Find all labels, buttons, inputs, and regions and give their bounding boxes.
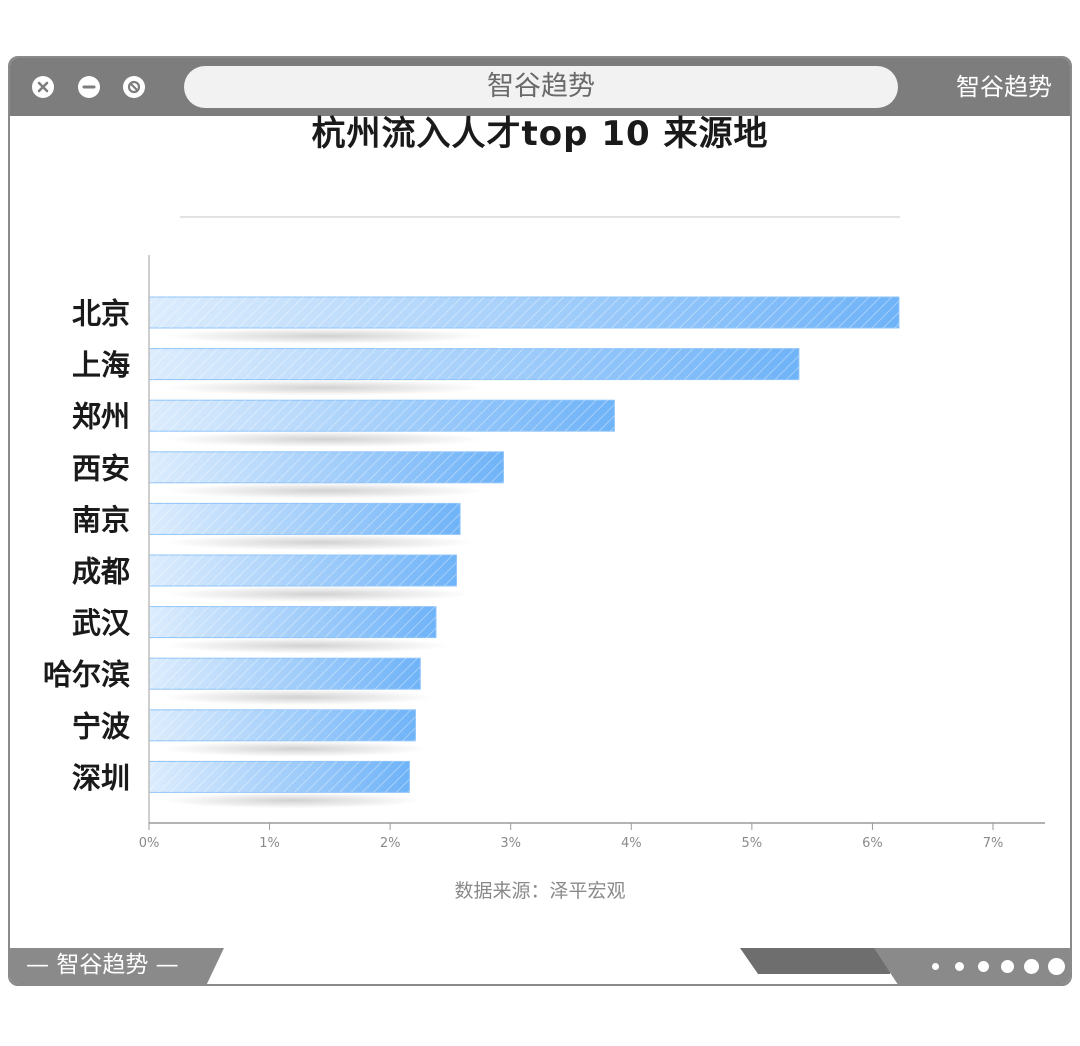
category-label: 北京 (72, 297, 130, 331)
bar-shadow (164, 534, 476, 551)
bar-group (148, 709, 416, 742)
bar-shadow (164, 586, 472, 602)
bar-group (148, 348, 800, 381)
bar-group (148, 760, 410, 793)
title-bar: 智谷趋势 智谷趋势 (10, 58, 1070, 116)
x-tick-label: 2% (380, 836, 401, 851)
category-label: 成都 (72, 555, 130, 589)
category-label: 郑州 (72, 400, 130, 434)
x-tick-label: 6% (862, 836, 883, 851)
category-label: 武汉 (72, 606, 131, 640)
data-source-note: 数据来源：泽平宏观 (454, 880, 626, 902)
category-label: 深圳 (72, 761, 130, 795)
bar-hatch (149, 555, 457, 586)
maximize-icon[interactable] (123, 76, 145, 98)
bar-hatch (149, 400, 615, 432)
page-dot[interactable] (955, 962, 964, 971)
x-tick-label: 3% (500, 836, 521, 851)
brand-logo-top: 智谷趋势 (956, 73, 1052, 101)
category-label: 哈尔滨 (43, 658, 130, 692)
page-dot[interactable] (932, 963, 939, 970)
bar-hatch (149, 658, 421, 690)
address-bar[interactable]: 智谷趋势 (184, 66, 898, 108)
bar-shadow (163, 637, 451, 654)
close-icon[interactable] (32, 76, 54, 98)
page-dot[interactable] (1001, 960, 1014, 973)
bar-hatch (149, 503, 461, 535)
x-tick-label: 4% (621, 836, 642, 851)
bar-hatch (149, 348, 799, 380)
x-tick-label: 1% (259, 836, 280, 851)
brand-bottom-text: 智谷趋势 (56, 952, 149, 978)
category-label: 西安 (72, 451, 130, 485)
chart-title: 杭州流入人才top 10 来源地 (311, 114, 769, 154)
bar-group (148, 606, 437, 639)
category-label: 南京 (72, 503, 130, 537)
bar-hatch (149, 709, 416, 741)
bar-group (148, 296, 900, 329)
bar-hatch (149, 297, 899, 328)
category-label: 宁波 (72, 709, 131, 743)
footer-divider-tab (740, 948, 890, 974)
title-divider (180, 216, 900, 218)
bar-shadow (162, 689, 434, 706)
bar-group (148, 502, 461, 535)
bar-shadow (162, 792, 423, 809)
bar-group (148, 554, 457, 587)
x-tick-label: 0% (139, 836, 160, 851)
page-dot-active[interactable] (1048, 958, 1065, 975)
brand-logo-bottom: — 智谷趋势 — (26, 952, 179, 978)
page-dots (874, 948, 1070, 984)
bar-hatch (149, 761, 410, 793)
x-tick-label: 5% (742, 836, 763, 851)
minimize-icon[interactable] (78, 76, 100, 98)
page-dot[interactable] (978, 961, 989, 972)
bar-shadow (162, 740, 429, 757)
bar-group (148, 399, 615, 432)
bar-shadow (165, 482, 485, 499)
bar-hatch (149, 606, 436, 638)
bar-group (148, 451, 504, 484)
bar-shadow (165, 431, 485, 448)
bar-group (148, 657, 421, 690)
page-dot[interactable] (1024, 959, 1039, 974)
footer-brand-tab (10, 948, 224, 984)
category-label: 上海 (72, 348, 130, 382)
bar-shadow (165, 379, 485, 396)
x-tick-label: 7% (983, 836, 1004, 851)
bar-shadow (165, 328, 485, 344)
bar-hatch (149, 451, 504, 483)
